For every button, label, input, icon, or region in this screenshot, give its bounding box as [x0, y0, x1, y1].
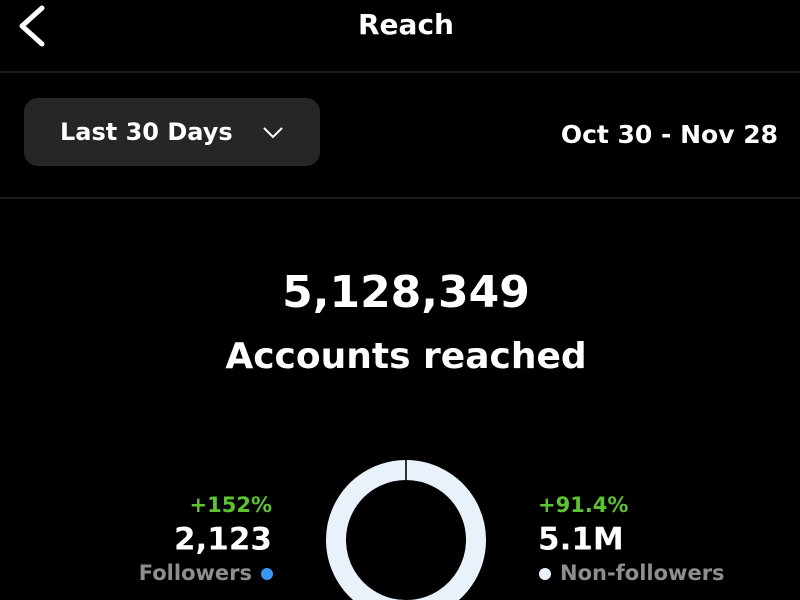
dropdown-background[interactable]	[24, 98, 320, 166]
legend-dot	[539, 568, 551, 580]
donut-segment	[326, 460, 487, 600]
followers-label: Followers	[139, 561, 252, 585]
followers-change: +152%	[190, 493, 272, 517]
donut-chart	[326, 459, 487, 600]
date-range: Oct 30 - Nov 28	[561, 120, 778, 149]
header-title: Reach	[358, 8, 454, 41]
non-followers-change: +91.4%	[538, 493, 628, 517]
total-label: Accounts reached	[225, 336, 586, 377]
legend-dot	[261, 568, 273, 580]
followers-value: 2,123	[174, 522, 272, 558]
back-button[interactable]	[19, 5, 45, 47]
dropdown-label[interactable]: Last 30 Days	[60, 118, 233, 146]
non-followers-value: 5.1M	[538, 522, 624, 558]
filter-dropdown[interactable]: Last 30 Days	[24, 98, 320, 166]
total-value: 5,128,349	[282, 267, 530, 318]
dropdown-chevron[interactable]	[263, 127, 283, 139]
non-followers-label: Non-followers	[560, 561, 725, 585]
